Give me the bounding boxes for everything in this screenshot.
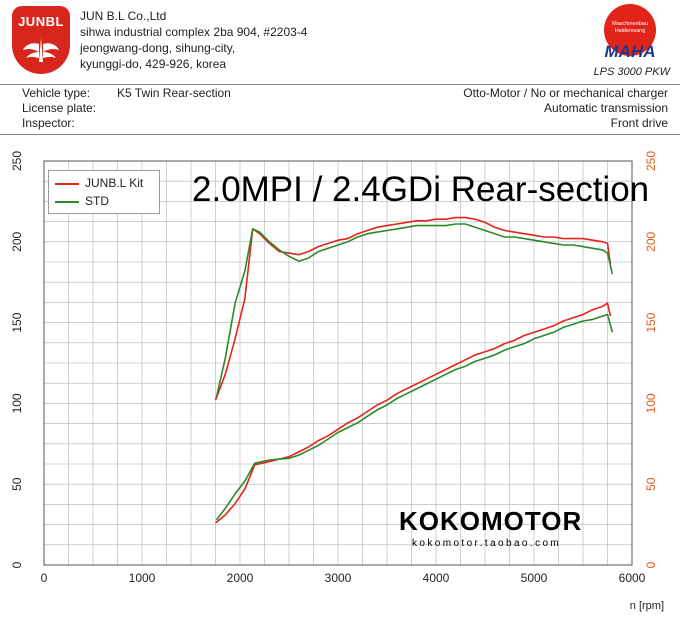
x-tick-label: 2000 bbox=[227, 571, 254, 585]
drive-type: Front drive bbox=[610, 116, 668, 130]
legend-label-std: STD bbox=[85, 194, 109, 208]
x-tick-label: 6000 bbox=[619, 571, 646, 585]
transmission-type: Automatic transmission bbox=[543, 101, 668, 115]
maha-seal: Maschinenbau Haldenwang bbox=[604, 4, 656, 56]
company-address-2: jeongwang-dong, sihung-city, bbox=[80, 41, 236, 55]
company-address-1: sihwa industrial complex 2ba 904, #2203-… bbox=[80, 25, 308, 39]
chart-headline: 2.0MPI / 2.4GDi Rear-section bbox=[192, 170, 650, 209]
y-tick-label-left: 150 bbox=[10, 312, 24, 332]
y-tick-label-right: 150 bbox=[644, 312, 658, 332]
series-line-kit-upper bbox=[214, 216, 612, 401]
x-tick-label: 5000 bbox=[521, 571, 548, 585]
y-tick-label-left: 200 bbox=[10, 231, 24, 251]
junbl-logo: JUNBL bbox=[12, 6, 70, 74]
engine-info: Otto-Motor / No or mechanical charger Au… bbox=[348, 86, 668, 131]
y-tick-label-right: 200 bbox=[644, 231, 658, 251]
series-line-kit-lower bbox=[214, 302, 612, 524]
vehicle-info: Vehicle type: K5 Twin Rear-section Licens… bbox=[22, 86, 322, 131]
maha-seal-text: Maschinenbau Haldenwang bbox=[612, 21, 648, 34]
legend-label-kit: JUNB.L Kit bbox=[85, 176, 144, 190]
plot-frame bbox=[43, 160, 633, 566]
y-tick-label-left: 100 bbox=[10, 393, 24, 413]
company-address-3: kyunggi-do, 429-926, korea bbox=[80, 57, 227, 71]
chart-legend: JUNB.L Kit STD bbox=[48, 170, 160, 214]
legend-swatch-std bbox=[55, 200, 79, 203]
inspector-row: Inspector: bbox=[22, 116, 322, 131]
maha-wordmark: MAHA bbox=[604, 42, 656, 61]
license-plate-row: License plate: bbox=[22, 101, 322, 116]
license-plate-label: License plate: bbox=[22, 101, 97, 115]
legend-item-std: STD bbox=[55, 194, 109, 208]
x-tick-label: 4000 bbox=[423, 571, 450, 585]
dyno-model: LPS 3000 PKW bbox=[593, 66, 670, 78]
logo-text: JUNBL bbox=[18, 14, 64, 29]
legend-item-kit: JUNB.L Kit bbox=[55, 176, 143, 190]
report-header: JUNBL JUN B.L Co.,Ltd sihwa industrial c… bbox=[0, 0, 680, 84]
x-tick-label: 3000 bbox=[325, 571, 352, 585]
x-tick-label: 1000 bbox=[129, 571, 156, 585]
x-tick-label: 0 bbox=[41, 571, 48, 585]
wing-icon bbox=[23, 38, 59, 62]
info-divider bbox=[0, 134, 680, 135]
y-tick-label-left: 50 bbox=[10, 477, 24, 491]
brand-url: kokomotor.taobao.com bbox=[412, 538, 562, 549]
company-name: JUN B.L Co.,Ltd bbox=[80, 9, 167, 23]
y-tick-label-left: 250 bbox=[10, 151, 24, 171]
engine-type: Otto-Motor / No or mechanical charger bbox=[463, 86, 668, 100]
y-tick-label-right: 100 bbox=[644, 393, 658, 413]
legend-swatch-kit bbox=[55, 182, 79, 185]
company-info: JUN B.L Co.,Ltd sihwa industrial complex… bbox=[80, 8, 307, 72]
series-line-std-upper bbox=[215, 223, 614, 398]
series-line-std-lower bbox=[215, 313, 614, 521]
y-tick-label-left: 0 bbox=[10, 561, 24, 568]
brand-watermark: KOKOMOTOR bbox=[399, 506, 583, 536]
inspector-label: Inspector: bbox=[22, 116, 75, 130]
y-tick-label-right: 0 bbox=[644, 561, 658, 568]
vehicle-type-value: K5 Twin Rear-section bbox=[117, 86, 231, 100]
y-tick-label-right: 250 bbox=[644, 151, 658, 171]
header-divider bbox=[0, 84, 680, 85]
x-axis-label: n [rpm] bbox=[629, 600, 664, 612]
y-tick-label-right: 50 bbox=[644, 477, 658, 491]
vehicle-type-label: Vehicle type: bbox=[22, 86, 91, 100]
maha-logo: Maschinenbau Haldenwang MAHA LPS 3000 PK… bbox=[590, 4, 670, 82]
vehicle-type-row: Vehicle type: K5 Twin Rear-section bbox=[22, 86, 322, 101]
